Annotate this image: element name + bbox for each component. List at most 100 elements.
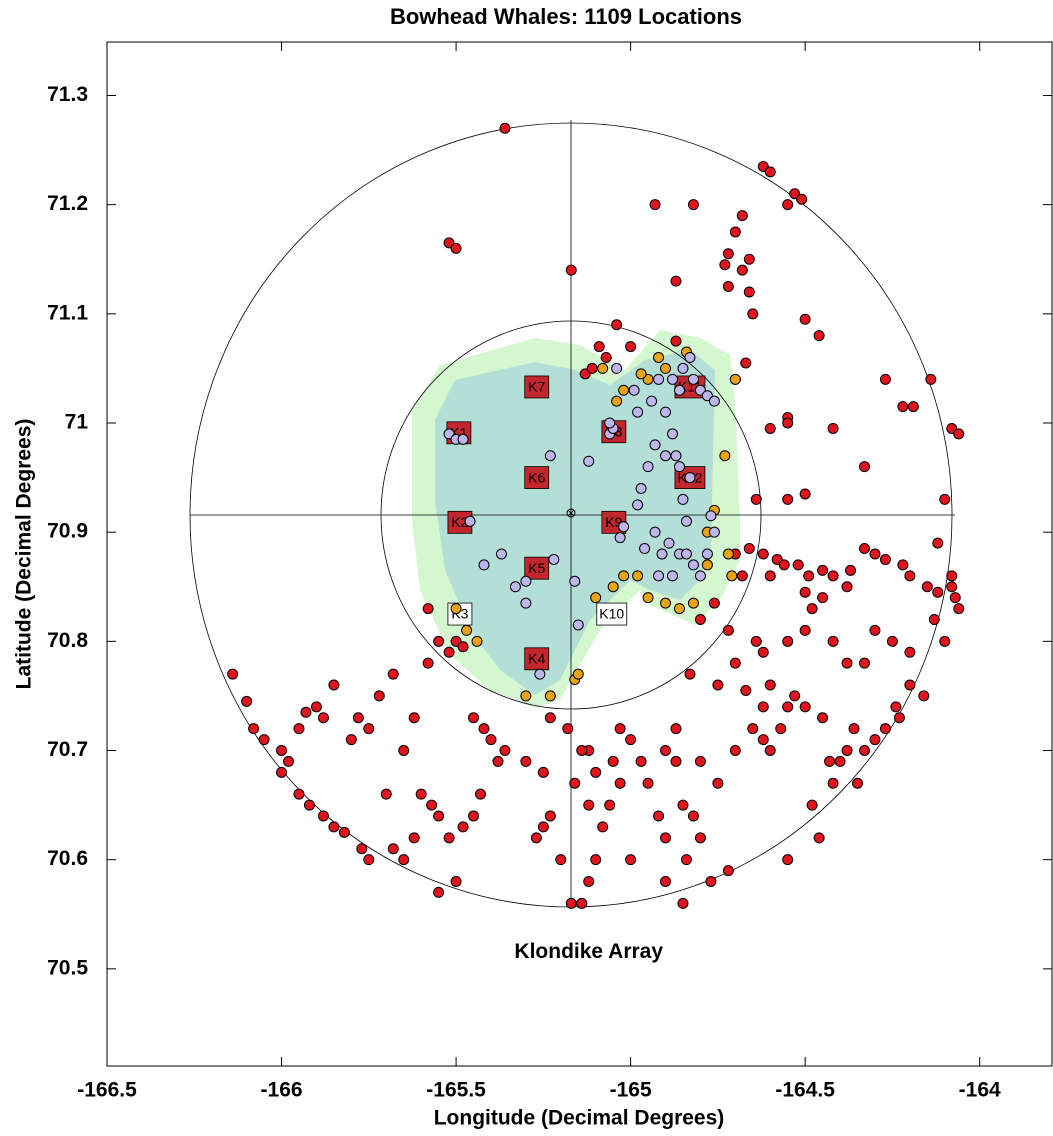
whale-location	[792, 559, 804, 571]
whale-location	[642, 777, 654, 789]
whale-location	[729, 657, 741, 669]
whale-location	[719, 259, 731, 271]
whale-location	[611, 395, 623, 407]
whale-location	[614, 532, 626, 544]
whale-location	[572, 668, 584, 680]
sensor-label: K2	[451, 514, 468, 530]
whale-location	[729, 373, 741, 385]
whale-location	[618, 570, 630, 582]
whale-location	[743, 286, 755, 298]
whale-location	[660, 362, 672, 374]
whale-location	[317, 810, 329, 822]
y-tick-label: 71.2	[47, 192, 88, 215]
whale-location	[583, 876, 595, 888]
whale-location	[694, 570, 706, 582]
whale-location	[227, 668, 239, 680]
whale-location	[827, 422, 839, 434]
whale-location	[520, 755, 532, 767]
whale-location	[949, 592, 961, 604]
whale-location	[537, 766, 549, 778]
whale-location	[708, 526, 720, 538]
whale-location	[806, 799, 818, 811]
whale-location	[660, 745, 672, 757]
whale-location	[694, 832, 706, 844]
whale-location	[398, 854, 410, 866]
whale-location	[879, 373, 891, 385]
whale-location	[607, 581, 619, 593]
whale-location	[904, 646, 916, 658]
whale-location	[677, 493, 689, 505]
array-center	[566, 508, 576, 518]
whale-location	[544, 712, 556, 724]
whale-location	[569, 777, 581, 789]
whale-location	[869, 624, 881, 636]
whale-location	[635, 482, 647, 494]
whale-location	[743, 253, 755, 265]
whale-location	[345, 734, 357, 746]
y-tick-label: 70.9	[47, 520, 88, 543]
whale-location	[667, 428, 679, 440]
whale-location	[468, 810, 480, 822]
whale-location	[897, 401, 909, 413]
whale-location	[520, 690, 532, 702]
whale-location	[499, 122, 511, 134]
whale-location	[649, 526, 661, 538]
whale-location	[660, 832, 672, 844]
whale-location	[475, 788, 487, 800]
whale-location	[548, 553, 560, 565]
whale-location	[858, 461, 870, 473]
whale-location	[293, 723, 305, 735]
whale-location	[740, 684, 752, 696]
whale-location	[653, 373, 665, 385]
whale-location	[817, 592, 829, 604]
whale-location	[677, 799, 689, 811]
whale-location	[478, 723, 490, 735]
chart-title: Bowhead Whales: 1109 Locations	[390, 4, 742, 29]
sensor-label: K10	[599, 606, 624, 622]
whale-location	[757, 548, 769, 560]
whale-location	[338, 826, 350, 838]
whale-location	[583, 799, 595, 811]
whale-location	[632, 570, 644, 582]
whale-location	[743, 543, 755, 555]
whale-location	[611, 319, 623, 331]
whale-location	[530, 832, 542, 844]
whale-location	[646, 395, 658, 407]
whale-location	[537, 821, 549, 833]
whale-location	[408, 712, 420, 724]
whale-location	[701, 559, 713, 571]
whale-location	[747, 723, 759, 735]
whale-location	[848, 723, 860, 735]
whale-location	[921, 581, 933, 593]
whale-location	[398, 745, 410, 757]
whale-location	[544, 450, 556, 462]
whale-location	[628, 384, 640, 396]
y-axis-label: Latitude (Decimal Degrees)	[13, 419, 36, 690]
whale-location	[649, 439, 661, 451]
whale-location	[356, 843, 368, 855]
whale-location	[673, 461, 685, 473]
whale-location	[879, 553, 891, 565]
whale-location	[946, 570, 958, 582]
whale-location	[670, 723, 682, 735]
whale-location	[373, 690, 385, 702]
x-tick-label: -166	[261, 1079, 303, 1102]
whale-location	[687, 373, 699, 385]
whale-location	[782, 701, 794, 713]
whale-location	[680, 515, 692, 527]
whale-location	[276, 766, 288, 778]
whale-location	[433, 810, 445, 822]
whale-location	[422, 657, 434, 669]
whale-location	[352, 712, 364, 724]
whale-location	[618, 384, 630, 396]
whale-location	[722, 624, 734, 636]
whale-location	[694, 755, 706, 767]
whale-location	[614, 777, 626, 789]
whale-location	[736, 210, 748, 222]
whale-location	[433, 635, 445, 647]
whale-location	[782, 493, 794, 505]
whale-location	[708, 395, 720, 407]
whale-location	[258, 734, 270, 746]
whale-location	[893, 712, 905, 724]
whale-location	[918, 690, 930, 702]
